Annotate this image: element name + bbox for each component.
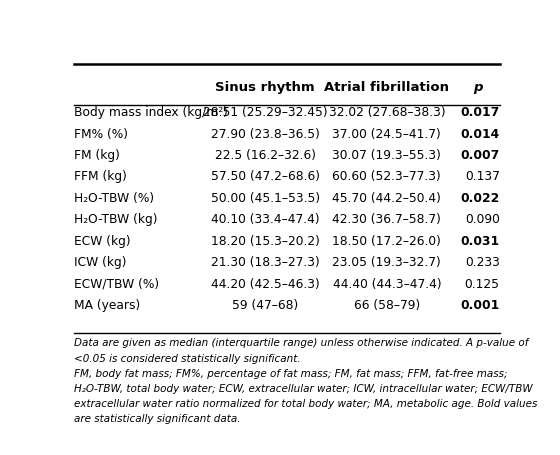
Text: 0.007: 0.007 bbox=[460, 149, 500, 162]
Text: 32.02 (27.68–38.3): 32.02 (27.68–38.3) bbox=[329, 106, 445, 119]
Text: FM (kg): FM (kg) bbox=[74, 149, 120, 162]
Text: extracellular water ratio normalized for total body water; MA, metabolic age. Bo: extracellular water ratio normalized for… bbox=[74, 398, 538, 408]
Text: 57.50 (47.2–68.6): 57.50 (47.2–68.6) bbox=[211, 170, 320, 183]
Text: 50.00 (45.1–53.5): 50.00 (45.1–53.5) bbox=[211, 192, 320, 204]
Text: p: p bbox=[473, 81, 483, 93]
Text: 44.20 (42.5–46.3): 44.20 (42.5–46.3) bbox=[211, 277, 320, 290]
Text: 60.60 (52.3–77.3): 60.60 (52.3–77.3) bbox=[333, 170, 441, 183]
Text: are statistically significant data.: are statistically significant data. bbox=[74, 413, 241, 423]
Text: 30.07 (19.3–55.3): 30.07 (19.3–55.3) bbox=[333, 149, 441, 162]
Text: 59 (47–68): 59 (47–68) bbox=[232, 298, 298, 311]
Text: 42.30 (36.7–58.7): 42.30 (36.7–58.7) bbox=[333, 213, 441, 226]
Text: 45.70 (44.2–50.4): 45.70 (44.2–50.4) bbox=[333, 192, 441, 204]
Text: ECW (kg): ECW (kg) bbox=[74, 234, 131, 247]
Text: 66 (58–79): 66 (58–79) bbox=[354, 298, 420, 311]
Text: 23.05 (19.3–32.7): 23.05 (19.3–32.7) bbox=[333, 256, 441, 268]
Text: H₂O-TBW, total body water; ECW, extracellular water; ICW, intracellular water; E: H₂O-TBW, total body water; ECW, extracel… bbox=[74, 383, 533, 393]
Text: 22.5 (16.2–32.6): 22.5 (16.2–32.6) bbox=[215, 149, 316, 162]
Text: ICW (kg): ICW (kg) bbox=[74, 256, 127, 268]
Text: 0.125: 0.125 bbox=[465, 277, 500, 290]
Text: 21.30 (18.3–27.3): 21.30 (18.3–27.3) bbox=[211, 256, 320, 268]
Text: 0.090: 0.090 bbox=[465, 213, 500, 226]
Text: 27.90 (23.8–36.5): 27.90 (23.8–36.5) bbox=[211, 127, 320, 140]
Text: 40.10 (33.4–47.4): 40.10 (33.4–47.4) bbox=[211, 213, 320, 226]
Text: 0.017: 0.017 bbox=[460, 106, 500, 119]
Text: 18.50 (17.2–26.0): 18.50 (17.2–26.0) bbox=[333, 234, 441, 247]
Text: FM% (%): FM% (%) bbox=[74, 127, 128, 140]
Text: 0.031: 0.031 bbox=[460, 234, 500, 247]
Text: Data are given as median (interquartile range) unless otherwise indicated. A p-v: Data are given as median (interquartile … bbox=[74, 338, 529, 348]
Text: 0.014: 0.014 bbox=[460, 127, 500, 140]
Text: 0.001: 0.001 bbox=[460, 298, 500, 311]
Text: 37.00 (24.5–41.7): 37.00 (24.5–41.7) bbox=[333, 127, 441, 140]
Text: Sinus rhythm: Sinus rhythm bbox=[216, 81, 315, 93]
Text: H₂O-TBW (%): H₂O-TBW (%) bbox=[74, 192, 155, 204]
Text: FM, body fat mass; FM%, percentage of fat mass; FM, fat mass; FFM, fat-free mass: FM, body fat mass; FM%, percentage of fa… bbox=[74, 368, 508, 378]
Text: <0.05 is considered statistically significant.: <0.05 is considered statistically signif… bbox=[74, 353, 301, 363]
Text: 0.022: 0.022 bbox=[460, 192, 500, 204]
Text: 18.20 (15.3–20.2): 18.20 (15.3–20.2) bbox=[211, 234, 320, 247]
Text: 0.137: 0.137 bbox=[465, 170, 500, 183]
Text: 0.233: 0.233 bbox=[465, 256, 500, 268]
Text: MA (years): MA (years) bbox=[74, 298, 141, 311]
Text: FFM (kg): FFM (kg) bbox=[74, 170, 127, 183]
Text: Atrial fibrillation: Atrial fibrillation bbox=[324, 81, 449, 93]
Text: H₂O-TBW (kg): H₂O-TBW (kg) bbox=[74, 213, 158, 226]
Text: 44.40 (44.3–47.4): 44.40 (44.3–47.4) bbox=[333, 277, 441, 290]
Text: ECW/TBW (%): ECW/TBW (%) bbox=[74, 277, 160, 290]
Text: 28.51 (25.29–32.45): 28.51 (25.29–32.45) bbox=[203, 106, 328, 119]
Text: Body mass index (kg/m²): Body mass index (kg/m²) bbox=[74, 106, 228, 119]
